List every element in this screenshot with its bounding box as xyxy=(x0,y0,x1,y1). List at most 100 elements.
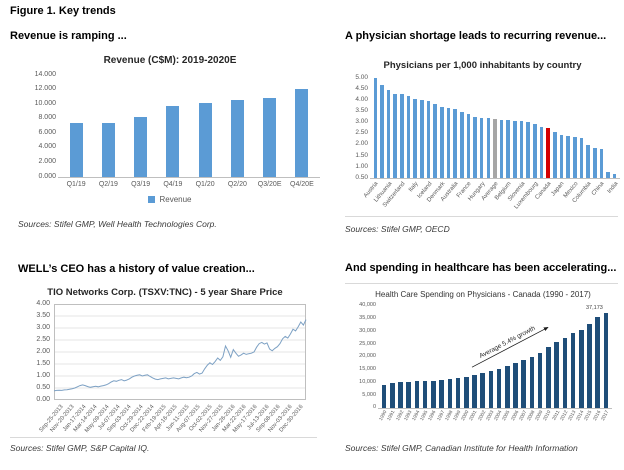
x-axis-tick-label: Q1/19 xyxy=(66,181,86,188)
x-axis-line xyxy=(370,178,620,179)
y-axis-tick-label: 25,000 xyxy=(359,340,376,347)
bar xyxy=(446,108,451,178)
bar xyxy=(595,316,600,408)
source-capitaliq: Sources: Stifel GMP, S&P Capital IQ. xyxy=(10,443,150,453)
y-axis-tick-label: 5,000 xyxy=(362,391,376,398)
growth-annotation: Average 5.4% growth xyxy=(471,325,549,368)
bar xyxy=(390,382,395,408)
bar xyxy=(400,94,404,178)
bar xyxy=(493,119,497,178)
bar xyxy=(463,376,469,408)
bar xyxy=(559,134,564,178)
bar xyxy=(466,113,471,178)
bar xyxy=(414,381,420,408)
revenue-chart-title: Revenue (C$M): 2019-2020E xyxy=(103,55,237,66)
bar xyxy=(546,128,550,178)
physicians-chart: Physicians per 1,000 inhabitants by coun… xyxy=(345,60,620,215)
bar xyxy=(439,380,444,408)
bar xyxy=(472,374,477,408)
health-spending-chart: Health Care Spending on Physicians - Can… xyxy=(346,290,620,440)
source-cihi: Sources: Stifel GMP, Canadian Institute … xyxy=(345,443,578,453)
y-axis-tick-label: 10.000 xyxy=(34,99,56,107)
bar xyxy=(519,121,524,178)
physicians-chart-title: Physicians per 1,000 inhabitants by coun… xyxy=(383,60,582,71)
y-axis-tick-label: 1.50 xyxy=(36,359,50,367)
share-price-chart-title: TIO Networks Corp. (TSXV:TNC) - 5 year S… xyxy=(47,287,283,298)
heading-physician-shortage: A physician shortage leads to recurring … xyxy=(345,30,607,42)
source-revenue: Sources: Stifel GMP, Well Health Technol… xyxy=(18,219,217,229)
bar xyxy=(479,118,484,178)
bar xyxy=(480,372,485,408)
bar xyxy=(513,121,517,178)
y-axis-tick-label: 4.50 xyxy=(355,84,368,92)
bar xyxy=(413,99,417,178)
x-axis-tick-label: Q2/19 xyxy=(98,181,118,188)
bar xyxy=(453,109,457,178)
bar xyxy=(373,78,378,178)
bar xyxy=(426,101,431,178)
y-axis-tick-label: 2.00 xyxy=(36,347,50,355)
bar xyxy=(386,90,391,178)
bar xyxy=(406,95,411,178)
y-axis-tick-label: 2.50 xyxy=(36,335,50,343)
share-price-plot xyxy=(53,304,307,400)
legend-swatch xyxy=(148,196,156,203)
bar xyxy=(447,379,453,408)
y-axis-tick-label: 3.50 xyxy=(355,107,368,115)
bar xyxy=(381,385,387,408)
bar xyxy=(586,144,590,178)
y-axis-tick-label: 35,000 xyxy=(359,315,376,321)
bar xyxy=(459,112,464,178)
growth-arrow xyxy=(471,327,549,368)
bar xyxy=(546,347,551,408)
bar xyxy=(566,135,570,178)
bar xyxy=(579,138,584,178)
heading-ceo-value-creation: WELL’s CEO has a history of value creati… xyxy=(18,263,255,275)
bar xyxy=(198,102,212,177)
bar xyxy=(554,341,559,408)
last-bar-data-label: 37,173 xyxy=(586,305,603,312)
bar xyxy=(440,106,444,178)
bar xyxy=(499,120,504,178)
y-axis-tick-label: 1.00 xyxy=(355,162,368,170)
y-axis-tick-label: 1.50 xyxy=(355,151,368,159)
source-oecd: Sources: Stifel GMP, OECD xyxy=(345,224,450,234)
y-axis-tick-label: 3.00 xyxy=(355,118,368,126)
y-axis-tick-label: 30,000 xyxy=(359,327,376,334)
bar xyxy=(537,352,543,408)
y-axis-tick-label: 1.00 xyxy=(36,371,50,379)
bar xyxy=(393,93,398,178)
bar xyxy=(529,356,535,408)
x-axis-tick-label: Q4/20E xyxy=(290,181,314,188)
x-axis-line xyxy=(378,408,612,409)
bar xyxy=(101,123,115,177)
bar xyxy=(603,313,609,408)
y-axis-tick-label: 2.50 xyxy=(355,129,368,137)
bar xyxy=(526,122,531,178)
y-axis-tick-label: 0.00 xyxy=(36,395,50,403)
y-axis-tick-label: 0.000 xyxy=(38,172,56,180)
x-axis-tick-label: Q2/20 xyxy=(227,181,247,188)
x-axis-tick-label: Q4/19 xyxy=(163,181,183,188)
y-axis-tick-label: 8.000 xyxy=(38,114,56,122)
bar xyxy=(539,126,544,178)
y-axis-tick-label: 10,000 xyxy=(359,378,376,385)
y-axis-tick-label: 15,000 xyxy=(359,366,376,372)
divider-bottom-right xyxy=(345,283,618,284)
divider-top-right xyxy=(345,216,618,217)
y-axis-tick-label: 40,000 xyxy=(359,302,376,309)
y-axis-tick-label: 4.000 xyxy=(38,143,56,151)
bar xyxy=(380,84,384,178)
bar xyxy=(496,368,502,408)
figure-title: Figure 1. Key trends xyxy=(10,5,116,17)
bar xyxy=(587,323,592,408)
bar xyxy=(612,173,617,178)
bar xyxy=(592,148,597,178)
bar xyxy=(134,117,148,177)
bar xyxy=(562,337,568,408)
bar xyxy=(230,99,244,177)
growth-annotation-text: Average 5.4% growth xyxy=(478,325,537,360)
y-axis-tick-label: 14.000 xyxy=(34,70,56,78)
bar xyxy=(578,330,584,408)
